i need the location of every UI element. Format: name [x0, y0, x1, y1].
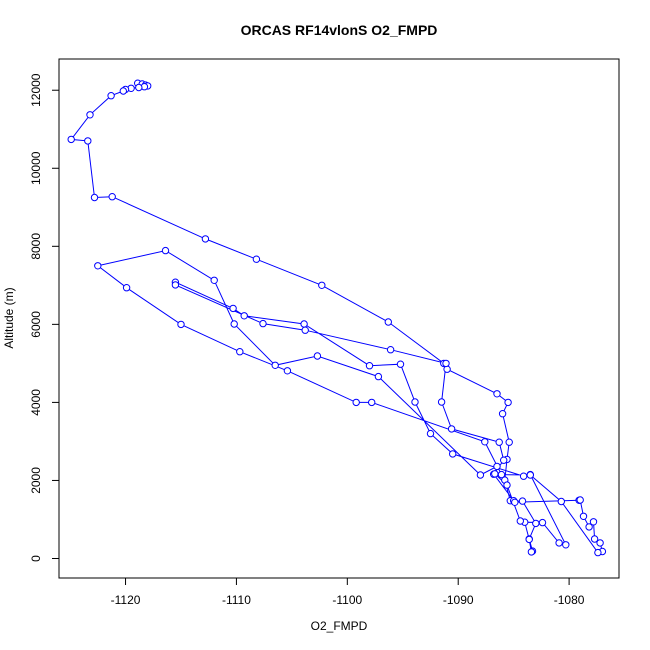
y-tick-label: 12000 [29, 73, 43, 107]
data-point [396, 360, 405, 368]
data-point [579, 512, 588, 520]
data-point [493, 462, 501, 471]
x-tick-label: -1120 [111, 593, 141, 607]
y-axis: 0 2000 4000 6000 8000 10000 12000 [29, 73, 59, 562]
data-point [526, 471, 534, 479]
data-point [493, 390, 501, 398]
data-point [511, 498, 519, 506]
data-point [122, 284, 131, 292]
chart-title: ORCAS RF14vlonS O2_FMPD [241, 22, 438, 38]
data-point [177, 320, 185, 329]
data-point [240, 312, 248, 320]
data-point [161, 246, 170, 255]
data-point [301, 326, 309, 334]
data-point [576, 496, 584, 504]
data-point [527, 548, 536, 556]
y-tick-label: 10000 [29, 151, 43, 185]
data-point [107, 92, 115, 100]
data-point [557, 497, 565, 506]
data-point [555, 539, 563, 547]
data-point [447, 425, 456, 433]
data-point [519, 472, 528, 480]
data-point [443, 365, 451, 373]
data-point [594, 548, 602, 557]
data-point [505, 438, 513, 446]
data-point [590, 535, 599, 543]
x-tick-label: -1080 [554, 593, 585, 607]
data-point [313, 352, 322, 360]
data-point [481, 438, 489, 446]
x-tick-label: -1100 [332, 593, 362, 607]
data-point [67, 135, 75, 144]
data-point [300, 320, 308, 328]
data-point [119, 87, 128, 95]
series-line [70, 82, 604, 554]
data-point [135, 83, 143, 92]
data-point [497, 470, 506, 479]
y-tick-label: 0 [29, 555, 43, 562]
data-point [318, 281, 326, 289]
data-point [236, 348, 244, 356]
data-point [525, 535, 533, 544]
data-point [90, 193, 99, 202]
data-point [86, 111, 94, 119]
data-point [252, 255, 261, 263]
y-tick-label: 6000 [29, 311, 43, 338]
data-point [384, 318, 392, 326]
data-point [495, 438, 503, 446]
data-point [518, 497, 527, 505]
y-tick-label: 4000 [29, 389, 43, 416]
data-point [516, 517, 524, 525]
data-point [374, 372, 383, 381]
x-tick-label: -1110 [222, 593, 251, 607]
x-tick-label: -1090 [443, 593, 474, 607]
data-point [504, 398, 512, 407]
plot-frame [58, 58, 620, 579]
data-point [210, 276, 218, 284]
data-point [503, 481, 511, 489]
y-tick-label: 8000 [29, 233, 43, 260]
data-point [386, 346, 395, 354]
data-point [411, 398, 419, 406]
x-axis-label: O2_FMPD [311, 619, 368, 633]
data-point [532, 519, 540, 528]
data-point [500, 456, 508, 464]
data-point [171, 281, 180, 289]
data-point [437, 398, 446, 406]
data-point [352, 398, 360, 407]
data-point [562, 541, 570, 549]
y-tick-label: 2000 [29, 467, 43, 494]
data-point [585, 523, 593, 531]
data-point [589, 518, 598, 526]
data-series [67, 79, 607, 557]
data-point [498, 410, 507, 418]
data-point [229, 304, 237, 313]
data-point [283, 367, 292, 375]
y-axis-label: Altitude (m) [2, 287, 16, 348]
data-point [538, 518, 547, 527]
data-point [108, 193, 116, 201]
data-point [365, 362, 374, 370]
data-point [201, 235, 210, 243]
data-point [271, 361, 279, 369]
data-point [476, 471, 485, 479]
data-point [259, 319, 267, 328]
x-axis: -1120 -1110 -1100 -1090 -1080 [111, 578, 585, 607]
data-point [491, 470, 499, 478]
data-point [426, 429, 435, 438]
data-point [449, 450, 457, 458]
data-point [94, 262, 102, 270]
data-point [84, 137, 92, 145]
data-point [442, 359, 450, 368]
data-point [368, 398, 376, 407]
data-point [230, 320, 238, 328]
data-point [596, 539, 604, 547]
